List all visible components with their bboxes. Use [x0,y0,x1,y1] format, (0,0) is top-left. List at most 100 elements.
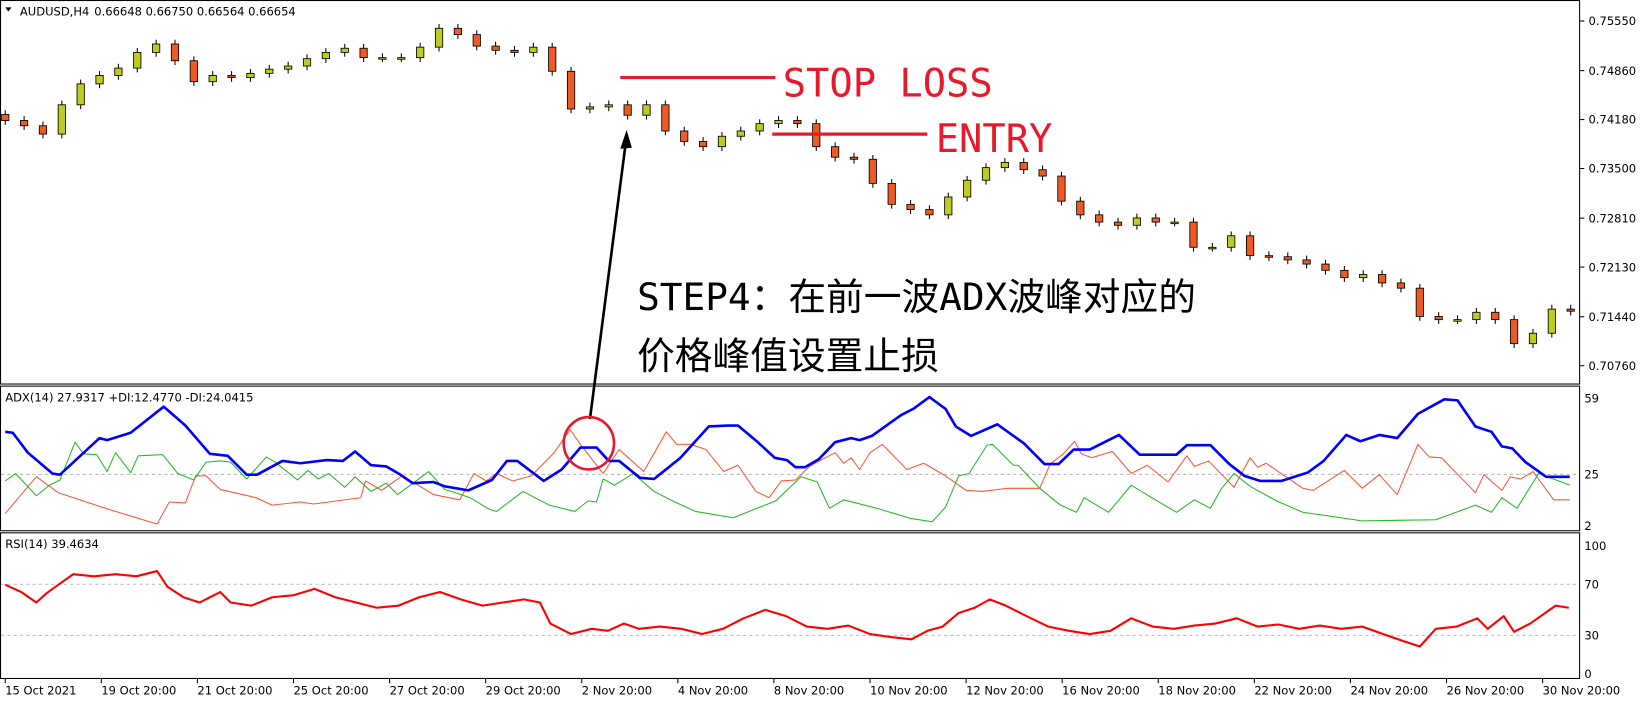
bull-candle-body [944,196,953,216]
candle [793,116,802,128]
rsi-line [4,570,1569,648]
time-tick-label: 2 Nov 20:00 [582,684,652,698]
candle [491,41,500,55]
bull-candle-body [642,104,651,116]
bear-candle-body [1378,274,1387,284]
time-tick-label: 21 Oct 20:00 [197,684,272,698]
indicator-levels [1,473,1580,636]
bull-candle-body [95,75,104,85]
time-tick-label: 26 Nov 20:00 [1447,684,1525,698]
dropdown-triangle-icon[interactable] [5,7,12,12]
bear-candle-body [1264,255,1274,258]
candle [642,100,651,120]
bear-candle-body [1113,221,1123,226]
bull-candle-body [284,65,293,70]
time-axis[interactable]: 15 Oct 2021 19 Oct 20:00 21 Oct 20:00 25 Oc… [4,678,1620,698]
candle [1283,252,1292,265]
bear-candle-body [623,104,632,116]
candle [321,48,330,63]
candle [1113,217,1123,230]
price-axis[interactable]: 0.75550 0.74860 0.74180 0.73500 0.72810 0.721… [1580,14,1636,373]
candle [1528,328,1538,348]
bear-candle-body [566,70,576,110]
rsi-panel[interactable] [0,532,1581,679]
bull-candle-body [246,72,255,78]
bull-candle-body [1227,235,1236,248]
candle [1208,242,1217,252]
bear-candle-body [1396,282,1406,289]
bull-candle-body [378,57,387,60]
candle [378,53,387,62]
bull-candle-body [57,104,66,135]
candle [1,110,10,125]
candle [453,23,462,39]
bull-candle-body [963,179,972,198]
bull-candle-body [604,104,613,108]
bear-candle-body [1,114,10,121]
time-tick-label: 8 Nov 20:00 [774,684,844,698]
candle [566,66,576,114]
bear-candle-body [1076,200,1085,216]
candle [340,43,349,57]
bull-candle-body [1472,311,1481,321]
bear-candle-body [1566,308,1575,312]
candle [868,154,877,188]
candle [1189,217,1198,252]
time-tick-label: 18 Nov 20:00 [1158,684,1236,698]
time-tick-label: 29 Oct 20:00 [486,684,561,698]
candle [265,64,274,78]
bear-candle-body [1321,263,1330,271]
candle [1245,231,1255,260]
rsi-axis: 100 70 30 0 [1584,539,1606,681]
price-tick-label: 0.72130 [1589,260,1637,274]
bear-candle-body [925,209,934,216]
bear-candle-body [359,47,368,59]
candle [510,46,519,57]
candle [661,100,670,136]
candle [736,126,745,141]
time-tick-label: 24 Nov 20:00 [1350,684,1428,698]
candle [1415,283,1424,321]
candle [1340,266,1349,282]
candle [548,42,557,76]
bull-candle-body [755,123,764,132]
candle [963,175,972,202]
adx-panel[interactable] [0,385,1581,532]
bear-candle-body [20,120,29,127]
price-panel[interactable] [0,0,1581,385]
bull-candle-body [321,51,330,60]
candle [906,200,915,214]
bull-candle-body [717,135,727,148]
candle [1000,158,1009,172]
stop-loss-label: STOP LOSS [783,61,993,106]
bull-candle-body [1208,246,1217,250]
candle [133,48,142,73]
bull-candle-body [302,58,312,67]
bear-candle-body [189,60,198,83]
candle [1378,270,1387,288]
rsi-tick-label: 100 [1584,539,1606,553]
bull-candle-body [585,106,595,110]
adx-peak-circle [562,415,616,471]
candle [755,119,764,136]
adx-tick-label: 59 [1584,391,1599,405]
adx-tick-label: 25 [1584,468,1599,482]
minus-di-line [4,429,1570,525]
candles [1,23,1575,348]
bear-candle-body [1510,319,1519,345]
bear-candle-body [849,156,859,160]
candle [397,53,406,62]
candle [472,30,481,51]
entry-label: ENTRY [936,117,1053,162]
pointer-arrow-line [588,136,628,420]
candle [302,54,312,71]
candle [1151,213,1160,227]
candle [1510,315,1519,348]
bear-candle-body [680,130,689,142]
bear-candle-body [831,146,840,158]
candle [1132,213,1141,230]
candle [1396,278,1406,293]
candle [1264,251,1274,262]
